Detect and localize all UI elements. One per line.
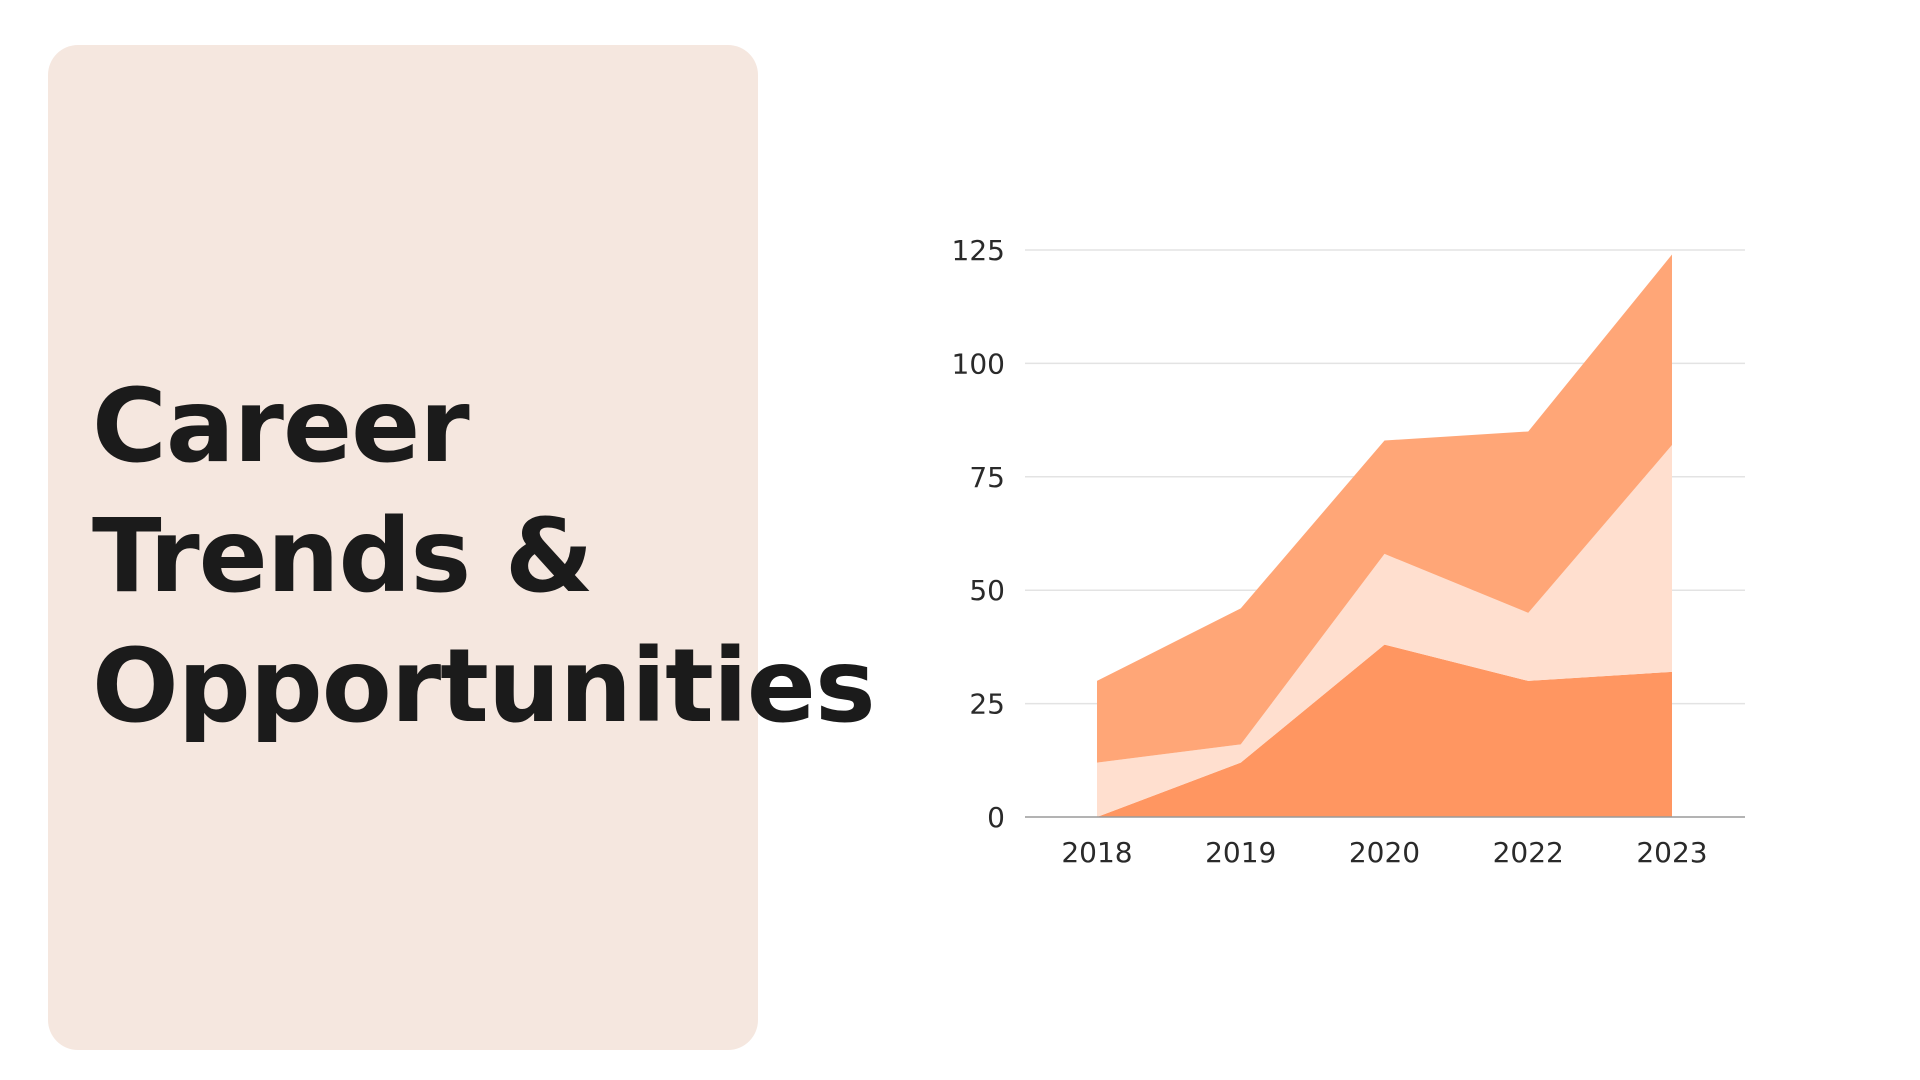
- y-tick-label-125: 125: [952, 234, 1005, 267]
- area-chart: 0 25 50 75 100 125 2018 2019 2020 2022 2023: [952, 234, 1745, 869]
- y-tick-label-0: 0: [987, 801, 1005, 834]
- y-tick-label-50: 50: [969, 574, 1005, 607]
- x-tick-label-2022: 2022: [1493, 836, 1564, 869]
- y-tick-label-25: 25: [969, 688, 1005, 721]
- y-tick-label-75: 75: [969, 461, 1005, 494]
- area-series-2: [1097, 445, 1672, 817]
- x-tick-label-2018: 2018: [1061, 836, 1132, 869]
- title-card: [48, 45, 758, 1050]
- tick-labels: 0 25 50 75 100 125 2018 2019 2020 2022 2023: [952, 234, 1708, 869]
- page-title: Career Trends & Opportunities: [92, 362, 876, 752]
- title-line-1: Career: [92, 367, 470, 486]
- x-tick-label-2019: 2019: [1205, 836, 1276, 869]
- x-tick-label-2020: 2020: [1349, 836, 1420, 869]
- chart-container: 0 25 50 75 100 125 2018 2019 2020 2022 2023: [900, 200, 1780, 900]
- x-tick-label-2023: 2023: [1636, 836, 1707, 869]
- y-tick-label-100: 100: [952, 347, 1005, 380]
- title-line-3: Opportunities: [92, 627, 876, 746]
- area-series-3: [1097, 254, 1672, 763]
- area-series: [1097, 254, 1672, 817]
- area-series-1: [1097, 644, 1672, 817]
- title-line-2: Trends &: [92, 497, 594, 616]
